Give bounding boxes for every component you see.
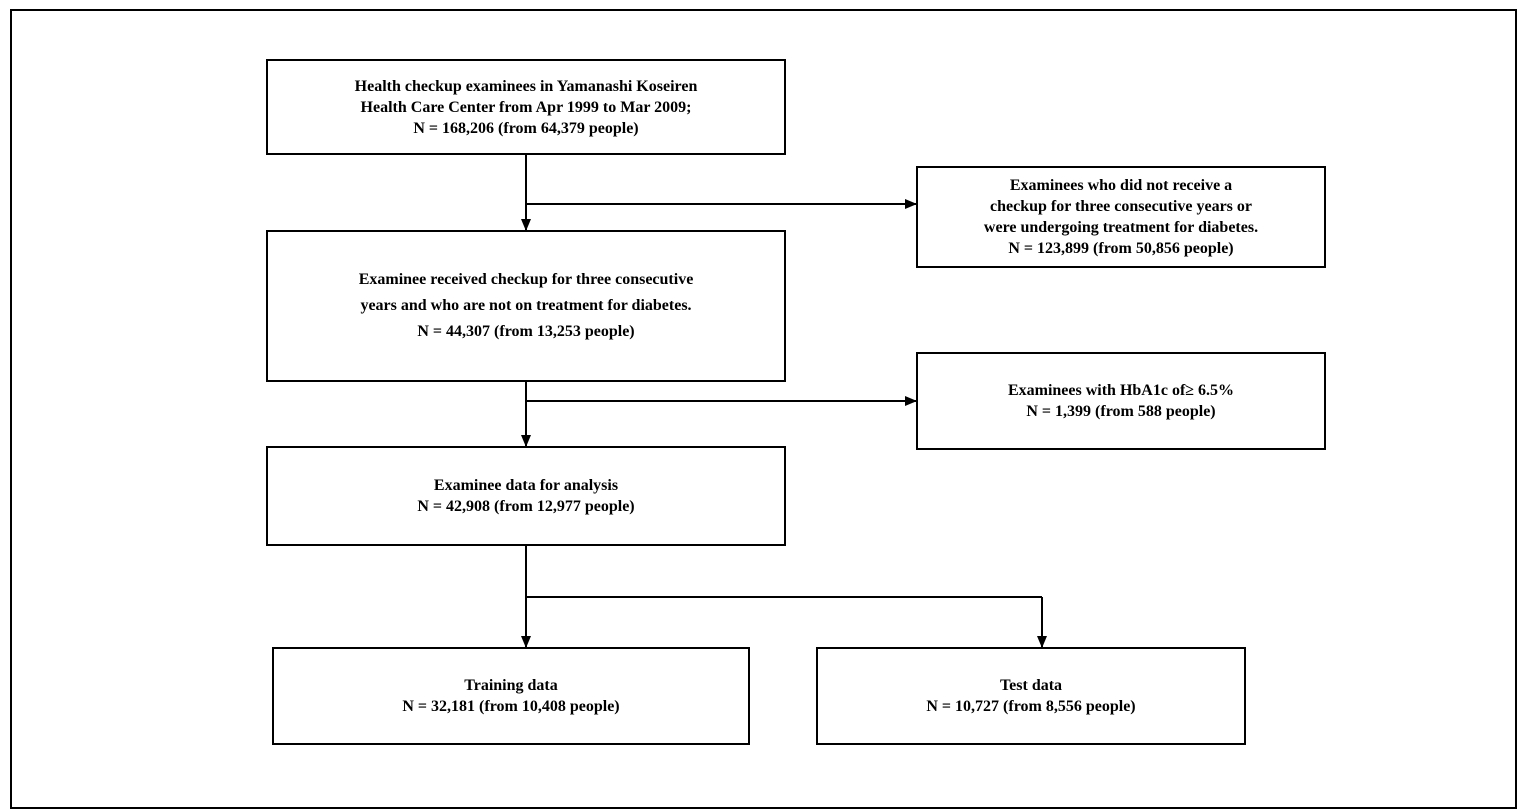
node-total-line-3: N = 168,206 (from 64,379 people): [413, 119, 639, 137]
node-consecutive-line-1: Examinee received checkup for three cons…: [358, 271, 694, 288]
node-total-line-2: Health Care Center from Apr 1999 to Mar …: [360, 98, 692, 116]
node-test-data: Test data N = 10,727 (from 8,556 people): [816, 647, 1246, 745]
node-analysis-data: Examinee data for analysis N = 42,908 (f…: [266, 446, 786, 546]
node-test-line-2: N = 10,727 (from 8,556 people): [926, 698, 1136, 715]
node-excluded-hba1c-line-2: N = 1,399 (from 588 people): [1026, 403, 1216, 420]
node-training-data: Training data N = 32,181 (from 10,408 pe…: [272, 647, 750, 745]
node-training-line-1: Training data: [464, 677, 558, 694]
node-test-line-1: Test data: [999, 677, 1063, 694]
node-analysis-line-1: Examinee data for analysis: [433, 477, 619, 494]
node-excluded-hba1c-line-1: Examinees with HbA1c of≥ 6.5%: [1007, 382, 1235, 399]
node-excluded-consecutive: Examinees who did not receive a checkup …: [916, 166, 1326, 268]
node-consecutive-examinees: Examinee received checkup for three cons…: [266, 230, 786, 382]
flowchart-connectors: [521, 155, 1047, 648]
node-excluded-hba1c: Examinees with HbA1c of≥ 6.5% N = 1,399 …: [916, 352, 1326, 450]
node-total-line-1: Health checkup examinees in Yamanashi Ko…: [354, 77, 698, 95]
node-analysis-line-2: N = 42,908 (from 12,977 people): [417, 498, 635, 515]
node-total-examinees: Health checkup examinees in Yamanashi Ko…: [266, 59, 786, 155]
node-excluded-consecutive-line-4: N = 123,899 (from 50,856 people): [1008, 240, 1234, 257]
node-consecutive-line-3: N = 44,307 (from 13,253 people): [417, 323, 635, 340]
node-excluded-consecutive-line-3: were undergoing treatment for diabetes.: [983, 219, 1259, 236]
node-excluded-consecutive-line-1: Examinees who did not receive a: [1009, 177, 1233, 194]
node-excluded-consecutive-line-2: checkup for three consecutive years or: [989, 198, 1252, 215]
node-training-line-2: N = 32,181 (from 10,408 people): [402, 698, 620, 715]
node-consecutive-line-2: years and who are not on treatment for d…: [360, 297, 692, 314]
